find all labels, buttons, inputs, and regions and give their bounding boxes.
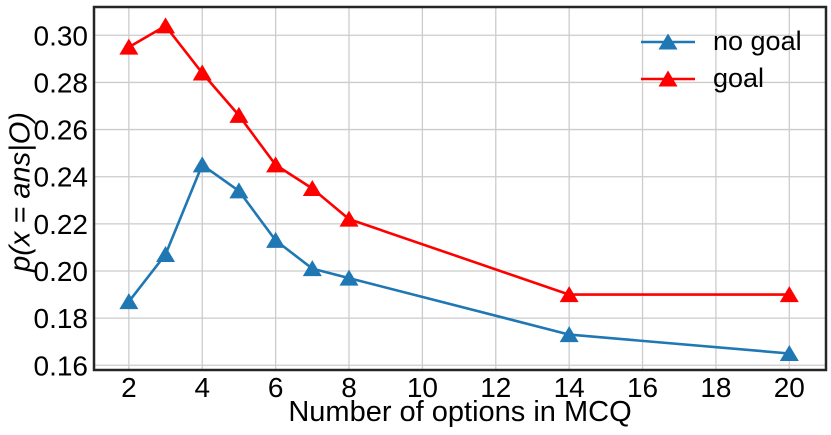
legend-label-no-goal: no goal bbox=[713, 26, 802, 56]
y-axis-title: p(x = ans|O) bbox=[4, 112, 37, 272]
svg-text:8: 8 bbox=[341, 372, 357, 403]
legend: no goal goal bbox=[640, 23, 802, 97]
svg-text:0.18: 0.18 bbox=[34, 303, 89, 334]
no-goal-line-triangle-marker-icon bbox=[641, 33, 695, 49]
svg-text:4: 4 bbox=[194, 372, 210, 403]
svg-text:0.30: 0.30 bbox=[34, 20, 89, 51]
legend-item-no-goal: no goal bbox=[640, 23, 802, 60]
svg-text:10: 10 bbox=[407, 372, 438, 403]
svg-text:20: 20 bbox=[774, 372, 805, 403]
svg-text:0.16: 0.16 bbox=[34, 350, 89, 381]
svg-text:6: 6 bbox=[268, 372, 284, 403]
x-axis-title: Number of options in MCQ bbox=[288, 396, 632, 428]
svg-text:18: 18 bbox=[700, 372, 731, 403]
legend-item-goal: goal bbox=[640, 60, 802, 97]
svg-text:14: 14 bbox=[554, 372, 585, 403]
svg-text:0.26: 0.26 bbox=[34, 115, 89, 146]
goal-line-triangle-marker-icon bbox=[641, 70, 695, 86]
svg-text:0.24: 0.24 bbox=[34, 162, 89, 193]
svg-text:0.22: 0.22 bbox=[34, 209, 89, 240]
svg-text:16: 16 bbox=[627, 372, 658, 403]
svg-text:0.28: 0.28 bbox=[34, 67, 89, 98]
legend-label-goal: goal bbox=[713, 63, 765, 93]
svg-text:12: 12 bbox=[480, 372, 511, 403]
svg-text:0.20: 0.20 bbox=[34, 256, 89, 287]
svg-text:2: 2 bbox=[121, 372, 137, 403]
